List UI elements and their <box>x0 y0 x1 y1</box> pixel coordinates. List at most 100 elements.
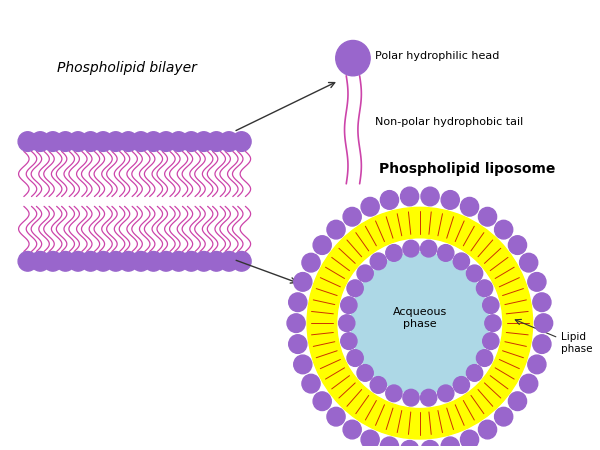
Circle shape <box>43 132 62 151</box>
Circle shape <box>313 236 331 254</box>
Circle shape <box>119 132 138 151</box>
Circle shape <box>460 198 479 216</box>
Text: Phospholipid liposome: Phospholipid liposome <box>379 162 556 176</box>
Circle shape <box>289 335 307 353</box>
Circle shape <box>343 420 361 439</box>
Circle shape <box>357 265 373 282</box>
Circle shape <box>520 253 538 272</box>
Circle shape <box>343 207 361 226</box>
Circle shape <box>194 132 214 151</box>
Circle shape <box>232 252 251 271</box>
Circle shape <box>370 253 386 270</box>
Circle shape <box>453 253 469 270</box>
Text: Non-polar hydrophobic tail: Non-polar hydrophobic tail <box>375 117 523 127</box>
Circle shape <box>347 280 363 297</box>
Circle shape <box>182 132 201 151</box>
Circle shape <box>338 315 355 332</box>
Circle shape <box>535 314 553 333</box>
Circle shape <box>18 252 37 271</box>
Circle shape <box>327 220 345 239</box>
Circle shape <box>81 252 100 271</box>
Circle shape <box>528 273 546 291</box>
Circle shape <box>43 252 62 271</box>
Circle shape <box>68 252 88 271</box>
Circle shape <box>441 191 459 209</box>
Circle shape <box>466 265 482 282</box>
Circle shape <box>357 364 373 381</box>
Circle shape <box>131 132 151 151</box>
Circle shape <box>302 374 320 393</box>
Circle shape <box>56 252 75 271</box>
Circle shape <box>351 252 488 394</box>
Circle shape <box>421 240 437 257</box>
Circle shape <box>380 437 398 450</box>
Circle shape <box>169 252 188 271</box>
Circle shape <box>386 245 402 261</box>
Circle shape <box>476 350 493 366</box>
Circle shape <box>220 252 239 271</box>
Circle shape <box>106 132 125 151</box>
Circle shape <box>94 252 113 271</box>
Circle shape <box>401 441 419 450</box>
Text: Lipid
phase: Lipid phase <box>561 332 593 354</box>
Circle shape <box>482 333 499 350</box>
Circle shape <box>287 314 305 333</box>
Circle shape <box>31 132 50 151</box>
Circle shape <box>341 297 357 314</box>
Circle shape <box>370 377 386 393</box>
Circle shape <box>220 132 239 151</box>
Circle shape <box>182 252 201 271</box>
Circle shape <box>494 220 513 239</box>
Circle shape <box>313 392 331 410</box>
Circle shape <box>437 245 454 261</box>
Circle shape <box>437 385 454 402</box>
Circle shape <box>466 364 482 381</box>
Circle shape <box>294 355 312 374</box>
Circle shape <box>68 132 88 151</box>
Circle shape <box>144 252 163 271</box>
Circle shape <box>520 374 538 393</box>
Circle shape <box>106 252 125 271</box>
Circle shape <box>421 389 437 406</box>
Circle shape <box>31 252 50 271</box>
Circle shape <box>94 132 113 151</box>
Circle shape <box>485 315 501 332</box>
Text: Acqueous
phase: Acqueous phase <box>393 307 447 329</box>
Circle shape <box>341 333 357 350</box>
Circle shape <box>302 253 320 272</box>
Circle shape <box>361 430 379 449</box>
Circle shape <box>401 187 419 206</box>
Circle shape <box>336 40 370 76</box>
Circle shape <box>508 392 527 410</box>
Circle shape <box>421 187 439 206</box>
Circle shape <box>294 273 312 291</box>
Circle shape <box>131 252 151 271</box>
Text: Phospholipid bilayer: Phospholipid bilayer <box>57 61 197 75</box>
Circle shape <box>478 207 497 226</box>
Circle shape <box>380 191 398 209</box>
Circle shape <box>453 377 469 393</box>
Circle shape <box>81 132 100 151</box>
Circle shape <box>508 236 527 254</box>
Circle shape <box>56 132 75 151</box>
Circle shape <box>361 198 379 216</box>
Circle shape <box>194 252 214 271</box>
Circle shape <box>232 132 251 151</box>
Circle shape <box>18 132 37 151</box>
Circle shape <box>528 355 546 374</box>
Circle shape <box>403 240 419 257</box>
Circle shape <box>482 297 499 314</box>
Circle shape <box>403 389 419 406</box>
Circle shape <box>144 132 163 151</box>
Circle shape <box>533 335 551 353</box>
Circle shape <box>289 293 307 311</box>
Text: Polar hydrophilic head: Polar hydrophilic head <box>375 51 499 61</box>
Circle shape <box>327 407 345 426</box>
Circle shape <box>207 252 226 271</box>
Circle shape <box>207 132 226 151</box>
Circle shape <box>347 350 363 366</box>
Circle shape <box>441 437 459 450</box>
Circle shape <box>421 441 439 450</box>
Circle shape <box>169 132 188 151</box>
Circle shape <box>478 420 497 439</box>
